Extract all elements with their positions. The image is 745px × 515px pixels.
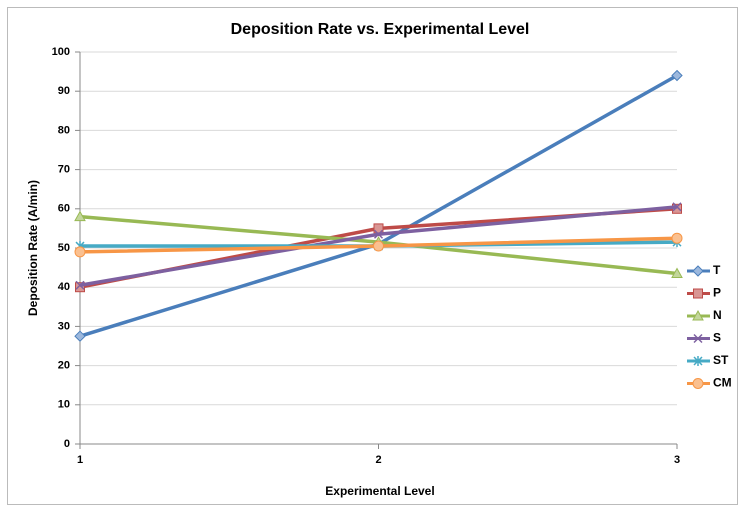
marker [671, 232, 683, 244]
y-tick-label: 60 [58, 203, 70, 215]
y-tick-label: 70 [58, 164, 70, 176]
y-tick-label: 50 [58, 242, 70, 254]
y-tick-label: 90 [58, 85, 70, 97]
y-tick-label: 80 [58, 124, 70, 136]
x-axis-label: Experimental Level [325, 484, 434, 498]
marker [692, 309, 704, 321]
y-tick-label: 20 [58, 360, 70, 372]
legend-label: P [713, 286, 721, 300]
y-tick-label: 0 [64, 438, 70, 450]
marker [671, 69, 683, 82]
y-tick-label: 10 [58, 399, 70, 411]
legend-label: N [713, 308, 722, 322]
chart-title: Deposition Rate vs. Experimental Level [231, 21, 530, 38]
marker [672, 202, 682, 212]
legend-label: CM [713, 376, 732, 390]
marker [74, 210, 86, 222]
y-tick-label: 30 [58, 320, 70, 332]
marker [75, 282, 85, 293]
x-tick-label: 3 [674, 454, 680, 466]
x-tick-label: 2 [375, 454, 381, 466]
y-tick-label: 40 [58, 281, 70, 293]
marker [692, 378, 704, 389]
marker [693, 356, 703, 366]
marker [373, 229, 384, 239]
marker [693, 333, 703, 344]
legend-label: S [713, 331, 721, 345]
legend-label: T [713, 263, 721, 277]
marker [75, 280, 85, 290]
legend-label: ST [713, 353, 729, 367]
marker [74, 330, 86, 342]
x-tick-label: 1 [77, 454, 83, 466]
marker [692, 265, 704, 277]
marker [693, 288, 703, 299]
chart-frame [7, 7, 738, 505]
y-axis-label: Deposition Rate (A/min) [26, 180, 40, 316]
marker [671, 267, 683, 278]
y-tick-label: 100 [52, 46, 70, 58]
marker [74, 246, 86, 258]
marker [373, 240, 384, 252]
